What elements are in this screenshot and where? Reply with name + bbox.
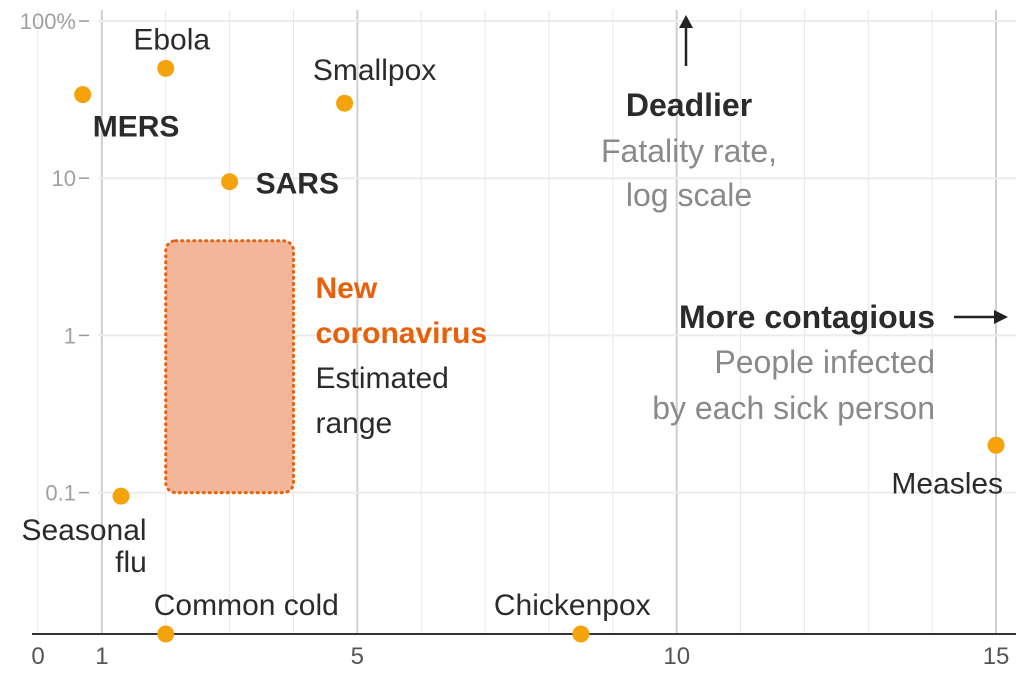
point-label-chickenpox: Chickenpox (494, 589, 651, 622)
x-tick-label: 1 (95, 643, 108, 670)
point-labels: New coronavirus Estimated range Ebola MERS Sma… (21, 23, 1003, 622)
range-regions (164, 239, 295, 495)
point-chickenpox (572, 625, 590, 643)
point-smallpox (336, 94, 354, 112)
coronavirus-label-line2: coronavirus (315, 317, 487, 350)
y-tick-label: 0.1 (45, 481, 76, 506)
right-arrow-icon (994, 310, 1008, 324)
y-tick-label: 100% (20, 9, 76, 34)
point-label-ebola: Ebola (133, 23, 210, 56)
axis-annotations: Deadlier Fatality rate, log scale More cont… (601, 15, 1008, 426)
coronavirus-note-line: range (315, 407, 392, 440)
x-axis-note-line: by each sick person (652, 390, 935, 426)
y-tick-label: 1 (64, 323, 76, 348)
y-axis-title: Deadlier (626, 87, 752, 123)
x-axis-note-line: People infected (714, 344, 935, 380)
point-label-sars: SARS (256, 168, 339, 201)
point-ebola (157, 59, 175, 77)
point-common-cold (157, 625, 175, 643)
x-tick-label: 0 (31, 643, 44, 670)
gridlines (32, 10, 1016, 635)
x-tick-label: 15 (983, 643, 1010, 670)
point-label-measles: Measles (891, 467, 1003, 500)
coronavirus-note-line: Estimated (315, 362, 448, 395)
x-tick-label: 10 (663, 643, 690, 670)
point-label-seasonal-flu: flu (115, 546, 147, 579)
y-axis-note-line: Fatality rate, (601, 133, 777, 169)
point-label-smallpox: Smallpox (313, 54, 436, 87)
coronavirus-range-region (164, 239, 295, 495)
x-tick-label: 5 (351, 643, 364, 670)
x-axis-title: More contagious (679, 299, 935, 335)
coronavirus-label-line1: New (315, 272, 377, 305)
y-tick-label: 10 (52, 166, 76, 191)
point-sars (221, 173, 239, 191)
point-label-mers: MERS (93, 111, 180, 144)
point-label-seasonal-flu: Seasonal (21, 514, 146, 547)
up-arrow-icon (679, 15, 693, 28)
point-seasonal-flu (112, 487, 130, 505)
point-measles (987, 436, 1005, 454)
point-mers (74, 86, 92, 104)
data-points (74, 59, 1005, 643)
point-label-common-cold: Common cold (154, 589, 339, 622)
y-axis-note-line: log scale (626, 177, 752, 213)
